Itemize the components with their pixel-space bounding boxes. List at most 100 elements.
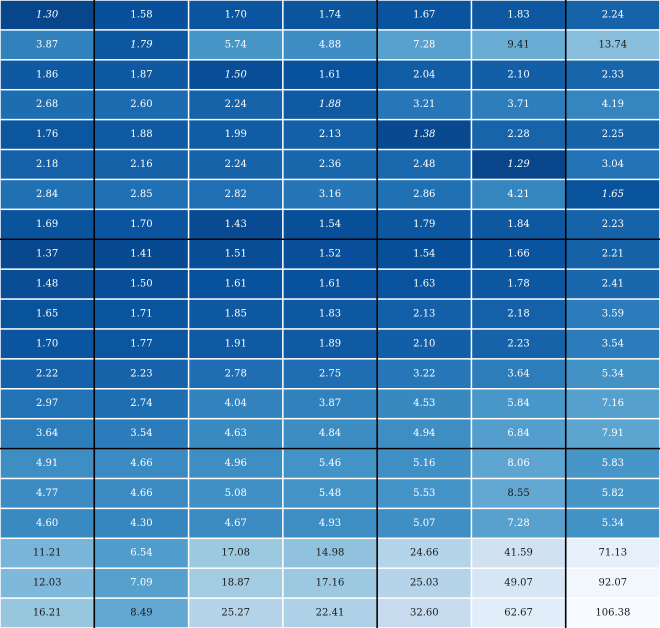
heatmap-label-r15-c4: 5.16 (413, 458, 435, 469)
heatmap-label-r14-c5: 6.84 (507, 428, 529, 439)
heatmap-label-r12-c0: 2.22 (36, 368, 58, 379)
heatmap-label-r1-c5: 9.41 (507, 39, 529, 50)
heatmap-label-r9-c1: 1.50 (130, 279, 152, 290)
heatmap-cell-r15-c5 (472, 449, 565, 478)
heatmap-label-r3-c2: 2.24 (225, 99, 247, 110)
heatmap-label-r16-c0: 4.77 (36, 488, 58, 499)
heatmap-label-r2-c3: 1.61 (319, 69, 341, 80)
heatmap-cell-r14-c6 (566, 419, 660, 448)
heatmap-cell-r18-c6 (566, 539, 660, 568)
heatmap-label-r5-c1: 2.16 (130, 159, 152, 170)
heatmap-cell-r15-c2 (189, 449, 283, 478)
heatmap-cell-r15-c6 (566, 449, 660, 478)
heatmap-label-r8-c3: 1.52 (319, 249, 341, 260)
heatmap-label-r10-c5: 2.18 (507, 309, 529, 320)
heatmap-label-r11-c0: 1.70 (36, 338, 58, 349)
heatmap-label-r15-c2: 4.96 (225, 458, 247, 469)
heatmap-cell-r18-c5 (472, 539, 565, 568)
heatmap-cell-r3-c4 (377, 90, 471, 119)
heatmap-cell-r15-c1 (95, 449, 188, 478)
heatmap-label-r17-c0: 4.60 (36, 518, 58, 529)
heatmap-cell-r2-c5 (472, 60, 565, 89)
heatmap-cell-r7-c6 (566, 210, 660, 239)
heatmap-label-r0-c6: 2.24 (602, 9, 624, 20)
heatmap-cell-r11-c1 (95, 329, 188, 359)
heatmap-cell-r0-c1 (95, 0, 188, 30)
heatmap-value-labels: 1.30 1.58 1.70 1.74 1.67 1.83 2.24 3.87 1.79 5.74… (33, 9, 631, 618)
heatmap-label-r10-c0: 1.65 (36, 309, 58, 320)
heatmap-label-r0-c0: 1.30 (36, 9, 59, 20)
heatmap-cell-r12-c0 (0, 359, 94, 389)
heatmap-cell-r0-c6 (566, 0, 660, 30)
heatmap-label-r15-c6: 5.83 (602, 458, 624, 469)
heatmap-label-r11-c3: 1.89 (319, 338, 341, 349)
heatmap-label-r15-c1: 4.66 (130, 458, 152, 469)
heatmap-cell-r5-c0 (0, 150, 94, 179)
heatmap-label-r20-c3: 22.41 (316, 608, 345, 619)
heatmap-cell-r11-c0 (0, 329, 94, 359)
heatmap-label-r9-c3: 1.61 (319, 279, 341, 290)
heatmap-cell-r6-c4 (377, 180, 471, 209)
heatmap-cell-r8-c1 (95, 239, 188, 269)
heatmap-label-r13-c1: 2.74 (130, 398, 152, 409)
heatmap-label-r2-c4: 2.04 (413, 69, 435, 80)
heatmap-cell-r5-c2 (189, 150, 283, 179)
heatmap-label-r8-c1: 1.41 (130, 249, 152, 260)
heatmap-cell-r19-c6 (566, 568, 660, 598)
heatmap-label-r9-c6: 2.41 (602, 279, 624, 290)
heatmap-cell-r15-c4 (377, 449, 471, 478)
heatmap-cell-r2-c3 (283, 60, 377, 89)
heatmap-cell-r16-c2 (189, 479, 283, 508)
heatmap-label-r4-c6: 2.25 (602, 129, 624, 140)
heatmap-cell-r14-c3 (283, 419, 377, 448)
heatmap-cell-r13-c5 (472, 389, 565, 418)
heatmap-label-r13-c5: 5.84 (507, 398, 529, 409)
heatmap-cell-r17-c1 (95, 509, 188, 538)
heatmap-label-r13-c0: 2.97 (36, 398, 58, 409)
heatmap-cell-r19-c3 (283, 568, 377, 598)
heatmap-label-r13-c2: 4.04 (225, 398, 247, 409)
heatmap-label-r20-c6: 106.38 (595, 608, 630, 619)
heatmap-cell-r2-c2 (189, 60, 283, 89)
heatmap-label-r2-c0: 1.86 (36, 69, 58, 80)
heatmap-cell-r2-c1 (95, 60, 188, 89)
heatmap-label-r16-c5: 8.55 (507, 488, 529, 499)
heatmap-cell-r3-c1 (95, 90, 188, 119)
heatmap-cell-r7-c4 (377, 210, 471, 239)
heatmap-cell-r17-c3 (283, 509, 377, 538)
heatmap-cell-r16-c4 (377, 479, 471, 508)
heatmap-label-r18-c0: 11.21 (33, 548, 62, 559)
heatmap-cell-r3-c5 (472, 90, 565, 119)
heatmap-label-r18-c2: 17.08 (221, 548, 250, 559)
heatmap-cell-r13-c0 (0, 389, 94, 418)
heatmap-label-r6-c4: 2.86 (413, 189, 435, 200)
heatmap-label-r12-c6: 5.34 (602, 368, 624, 379)
heatmap-cell-r18-c4 (377, 539, 471, 568)
heatmap-cell-r4-c4 (377, 120, 471, 149)
heatmap-label-r7-c1: 1.70 (130, 219, 152, 230)
heatmap-cell-r9-c6 (566, 269, 660, 299)
heatmap-label-r5-c5: 1.29 (507, 159, 530, 170)
heatmap-cell-r14-c0 (0, 419, 94, 448)
heatmap-label-r1-c4: 7.28 (413, 39, 435, 50)
heatmap-cell-r8-c3 (283, 239, 377, 269)
heatmap-label-r17-c3: 4.93 (319, 518, 341, 529)
heatmap-cell-r12-c3 (283, 359, 377, 389)
heatmap-cell-r17-c0 (0, 509, 94, 538)
heatmap-cell-r13-c3 (283, 389, 377, 418)
heatmap-cell-r17-c2 (189, 509, 283, 538)
heatmap-label-r19-c0: 12.03 (33, 578, 62, 589)
heatmap-label-r1-c6: 13.74 (599, 39, 628, 50)
heatmap-label-r8-c0: 1.37 (36, 249, 58, 260)
heatmap-label-r9-c4: 1.63 (413, 279, 435, 290)
heatmap-cell-r20-c6 (566, 598, 660, 628)
heatmap-label-r18-c5: 41.59 (504, 548, 533, 559)
heatmap-cell-r9-c0 (0, 269, 94, 299)
heatmap-cell-r9-c1 (95, 269, 188, 299)
heatmap-cell-r7-c5 (472, 210, 565, 239)
heatmap-cell-r20-c2 (189, 598, 283, 628)
heatmap-cell-r16-c5 (472, 479, 565, 508)
heatmap-cell-r4-c3 (283, 120, 377, 149)
heatmap-cell-r13-c2 (189, 389, 283, 418)
